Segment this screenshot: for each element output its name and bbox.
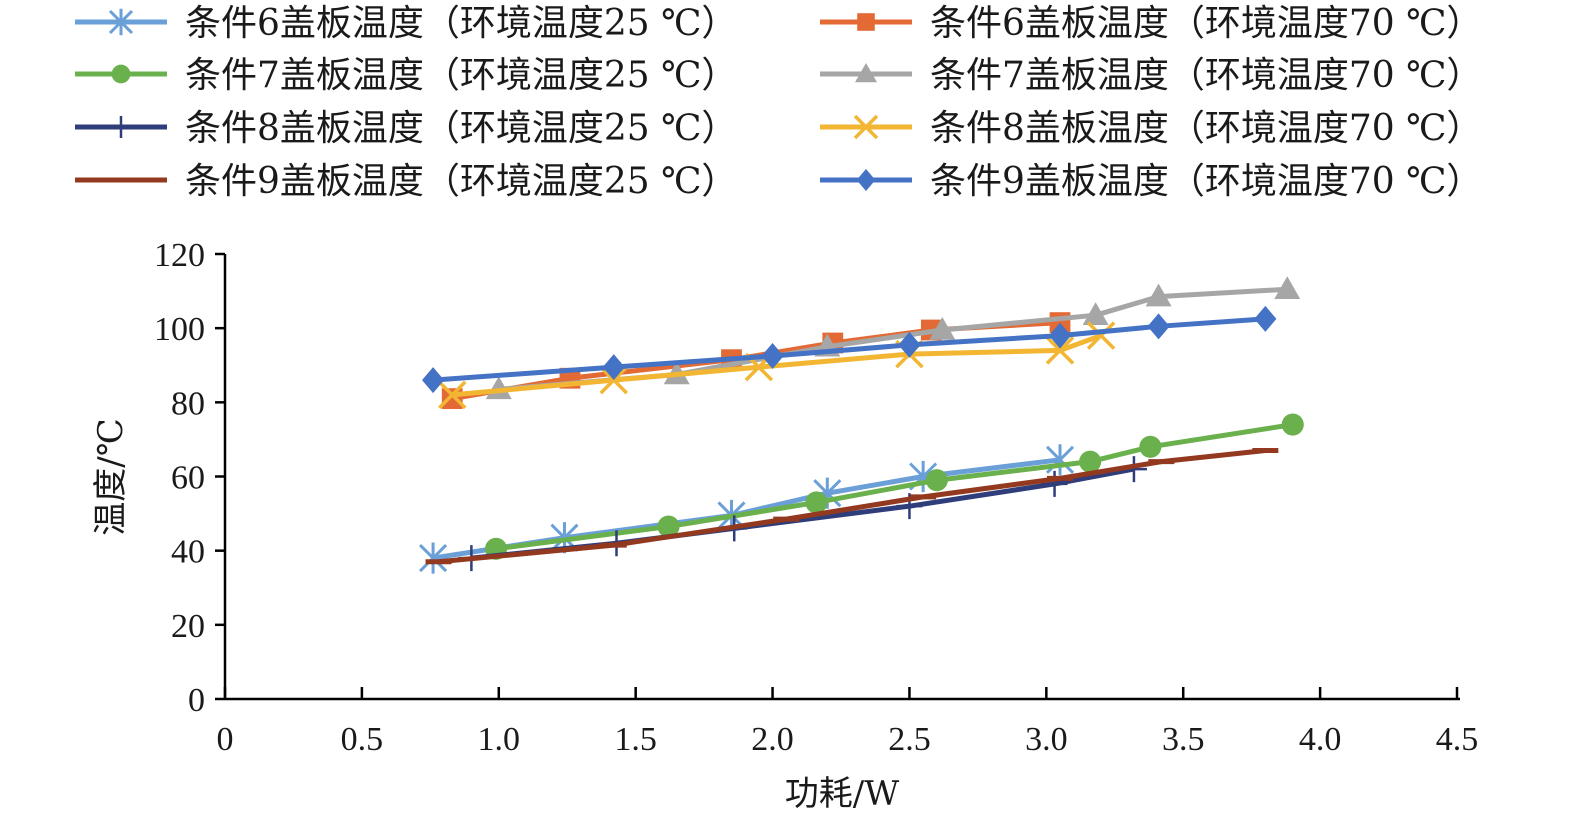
data-point xyxy=(1145,283,1172,307)
legend-label: 条件6盖板温度（环境温度70 ℃） xyxy=(930,3,1482,44)
legend-label: 条件9盖板温度（环境温度25 ℃） xyxy=(185,161,737,202)
legend-marker xyxy=(110,116,132,138)
data-point xyxy=(657,515,680,538)
data-point xyxy=(1147,313,1170,340)
legend-marker xyxy=(855,63,877,83)
legend-label: 条件8盖板温度（环境温度70 ℃） xyxy=(930,108,1482,149)
legend-item: 条件6盖板温度（环境温度25 ℃） xyxy=(75,3,737,44)
plot-area xyxy=(419,276,1304,574)
legend-item: 条件9盖板温度（环境温度25 ℃） xyxy=(75,161,737,202)
data-point xyxy=(1254,305,1277,332)
legend-label: 条件8盖板温度（环境温度25 ℃） xyxy=(185,108,737,149)
legend-item: 条件9盖板温度（环境温度70 ℃） xyxy=(820,161,1482,202)
data-point xyxy=(422,367,445,394)
data-point xyxy=(1281,413,1304,436)
series-4 xyxy=(425,448,1279,565)
y-tick-label: 40 xyxy=(171,534,205,571)
legend-label: 条件7盖板温度（环境温度70 ℃） xyxy=(930,55,1482,96)
data-point xyxy=(898,331,921,358)
series-8 xyxy=(422,305,1277,394)
x-axis-title: 功耗/W xyxy=(785,774,899,814)
y-axis-title: 温度/℃ xyxy=(91,418,131,536)
data-point xyxy=(1079,450,1102,473)
data-point xyxy=(602,354,625,381)
x-tick-label: 2.5 xyxy=(888,721,931,758)
legend: 条件6盖板温度（环境温度25 ℃） 条件7盖板温度（环境温度25 ℃） 条件8盖板温… xyxy=(75,3,1482,202)
data-point xyxy=(1048,322,1072,349)
x-tick-label: 1.5 xyxy=(614,721,657,758)
y-tick-label: 60 xyxy=(171,460,205,497)
legend-label: 条件7盖板温度（环境温度25 ℃） xyxy=(185,55,737,96)
legend-item: 条件7盖板温度（环境温度70 ℃） xyxy=(820,55,1482,96)
legend-item: 条件8盖板温度（环境温度25 ℃） xyxy=(75,108,737,149)
axes: 0 0.5 1.0 1.5 2.0 2.5 3.0 3.5 4.0 4.5 0 20 40 60 80 10… xyxy=(91,237,1478,814)
series-3 xyxy=(458,456,1147,572)
series-7 xyxy=(437,321,1116,410)
legend-marker xyxy=(856,169,876,191)
legend-marker xyxy=(853,114,879,140)
y-tick-label: 20 xyxy=(171,608,205,645)
x-tick-label: 3.5 xyxy=(1162,721,1205,758)
legend-item: 条件7盖板温度（环境温度25 ℃） xyxy=(75,55,737,96)
data-point xyxy=(1086,321,1116,350)
legend-item: 条件8盖板温度（环境温度70 ℃） xyxy=(820,108,1482,149)
x-tick-label: 2.0 xyxy=(751,721,794,758)
data-point xyxy=(1082,302,1109,325)
data-point xyxy=(925,469,948,492)
data-point xyxy=(419,542,448,574)
y-tick-label: 120 xyxy=(154,237,205,274)
x-tick-label: 0 xyxy=(217,721,234,758)
data-point xyxy=(1045,336,1075,365)
legend-item: 条件6盖板温度（环境温度70 ℃） xyxy=(820,3,1482,44)
series-line xyxy=(432,316,1266,383)
legend-marker xyxy=(857,13,875,31)
data-point xyxy=(1274,276,1301,299)
x-ticks: 0 0.5 1.0 1.5 2.0 2.5 3.0 3.5 4.0 4.5 xyxy=(217,687,1479,758)
x-tick-label: 4.0 xyxy=(1299,721,1342,758)
y-tick-label: 0 xyxy=(188,682,205,719)
data-point xyxy=(761,342,784,369)
x-tick-label: 0.5 xyxy=(341,721,384,758)
data-point xyxy=(1139,435,1162,458)
y-tick-label: 80 xyxy=(171,385,205,422)
legend-label: 条件9盖板温度（环境温度70 ℃） xyxy=(930,161,1482,202)
series-2 xyxy=(484,413,1304,560)
data-point xyxy=(929,317,956,340)
data-point xyxy=(441,388,463,410)
legend-marker xyxy=(111,64,131,84)
x-tick-label: 1.0 xyxy=(478,721,521,758)
data-point xyxy=(1041,470,1068,497)
y-tick-label: 100 xyxy=(154,311,205,348)
x-tick-label: 3.0 xyxy=(1025,721,1068,758)
data-point xyxy=(805,491,828,514)
data-point xyxy=(437,380,467,410)
legend-marker xyxy=(108,8,134,36)
series-line xyxy=(438,448,1266,565)
y-ticks: 0 20 40 60 80 100 120 xyxy=(154,237,225,719)
x-tick-label: 4.5 xyxy=(1436,721,1479,758)
legend-label: 条件6盖板温度（环境温度25 ℃） xyxy=(185,3,737,44)
series-line xyxy=(452,333,1102,398)
